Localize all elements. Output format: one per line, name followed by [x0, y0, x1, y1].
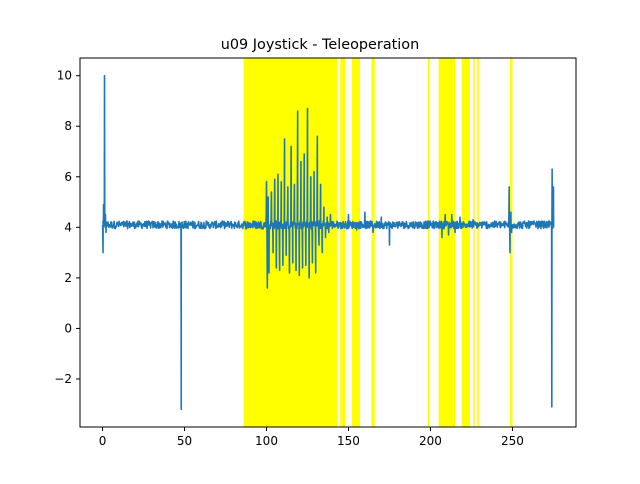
y-tick-label-2: 2 — [64, 271, 72, 285]
y-tick-label-6: 10 — [57, 69, 72, 83]
y-tick-label-4: 6 — [64, 170, 72, 184]
highlight-region-9 — [510, 58, 513, 427]
plot-frame — [79, 57, 577, 428]
y-tick-label-3: 4 — [64, 220, 72, 234]
highlight-region-6 — [461, 58, 470, 427]
y-tick-label-0: −2 — [54, 372, 72, 386]
highlight-region-4 — [428, 58, 430, 427]
x-tick-label-0: 0 — [99, 434, 107, 448]
highlight-region-5 — [438, 58, 456, 427]
highlight-region-3 — [371, 58, 375, 427]
highlight-region-2 — [351, 58, 360, 427]
highlight-region-7 — [473, 58, 475, 427]
y-tick-label-1: 0 — [64, 321, 72, 335]
axes-layer — [79, 57, 577, 428]
x-tick-label-1: 50 — [177, 434, 192, 448]
x-tick-label-5: 250 — [501, 434, 524, 448]
highlight-region-8 — [477, 58, 479, 427]
y-tick-label-5: 8 — [64, 119, 72, 133]
x-tick-label-2: 100 — [255, 434, 278, 448]
series-line-0 — [101, 74, 555, 411]
x-tick-label-4: 200 — [419, 434, 442, 448]
series-layer — [101, 74, 555, 411]
chart-title: u09 Joystick - Teleoperation — [221, 37, 419, 53]
x-tick-label-3: 150 — [337, 434, 360, 448]
highlight-region-1 — [340, 58, 346, 427]
ticks-layer: 0 50 100 150 200 250 −2 0 2 4 6 8 10 — [54, 69, 524, 448]
